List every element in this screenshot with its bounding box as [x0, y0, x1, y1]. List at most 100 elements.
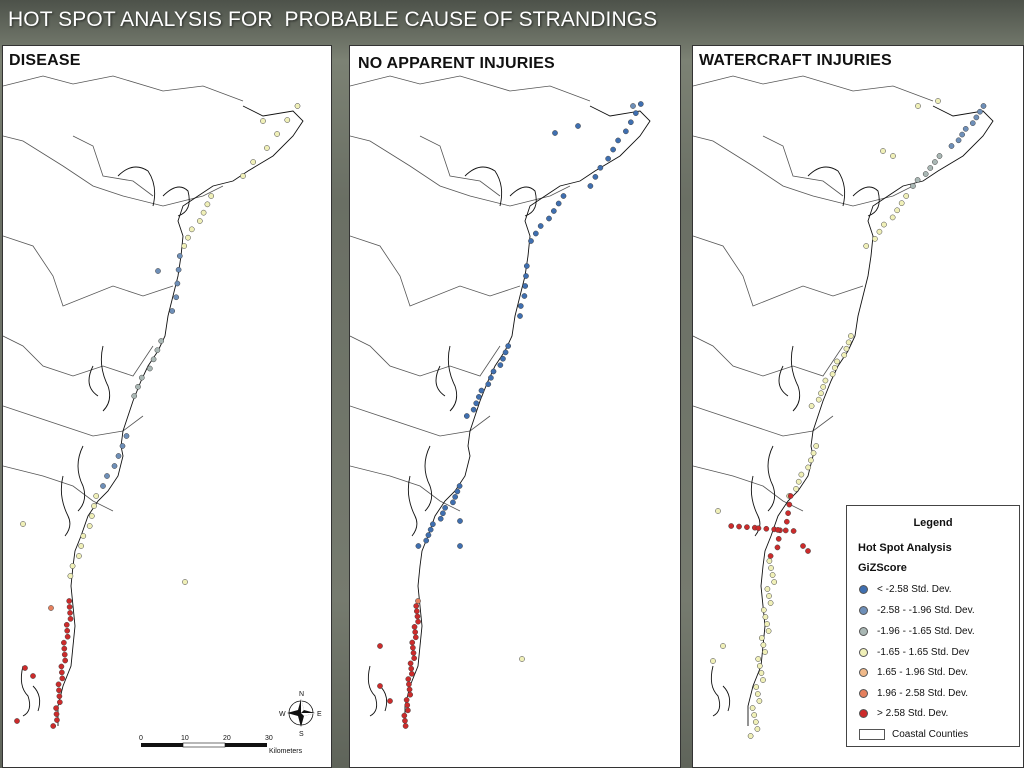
- stranding-point: [182, 579, 188, 585]
- stranding-point: [208, 193, 215, 199]
- stranding-point: [610, 146, 616, 153]
- stranding-point: [785, 510, 791, 516]
- stranding-point: [412, 634, 419, 641]
- stranding-point: [771, 579, 778, 585]
- coastline: [367, 105, 651, 726]
- legend-class-label: > 2.58 Std. Dev.: [877, 707, 949, 719]
- legend-class-row: > 2.58 Std. Dev.: [859, 706, 948, 720]
- stranding-point: [756, 663, 763, 669]
- stranding-point: [831, 364, 838, 371]
- stranding-point: [146, 365, 153, 372]
- stranding-point: [820, 384, 827, 390]
- stranding-point: [845, 339, 852, 346]
- stranding-point: [969, 120, 976, 126]
- legend-coastal-row: Coastal Counties: [859, 727, 968, 741]
- stranding-point: [402, 717, 408, 724]
- stranding-point: [980, 103, 987, 109]
- stranding-point: [414, 613, 421, 620]
- stranding-point: [410, 644, 416, 651]
- stranding-point: [58, 663, 65, 670]
- stranding-point: [815, 396, 822, 403]
- stranding-point: [764, 586, 771, 592]
- stranding-point: [962, 126, 969, 132]
- legend-class-label: < -2.58 Std. Dev.: [877, 583, 952, 595]
- stranding-point: [402, 723, 409, 729]
- stranding-point: [93, 493, 100, 499]
- stranding-point: [169, 308, 176, 314]
- stranding-point: [387, 698, 393, 704]
- stranding-point: [753, 684, 760, 690]
- stranding-point: [76, 553, 82, 559]
- compass-e: E: [317, 711, 322, 718]
- stranding-point: [411, 655, 417, 662]
- stranding-point: [744, 524, 750, 530]
- stranding-point: [123, 433, 130, 439]
- stranding-point: [880, 148, 886, 154]
- stranding-point: [250, 159, 257, 165]
- coastline-map: [693, 75, 994, 739]
- stranding-point: [764, 621, 770, 627]
- stranding-point: [91, 503, 97, 509]
- stranding-point: [810, 450, 817, 456]
- stranding-point: [575, 123, 581, 129]
- stranding-point: [710, 658, 716, 664]
- stranding-point: [715, 508, 721, 514]
- stranding-point: [522, 283, 529, 289]
- stranding-point: [104, 473, 110, 479]
- legend-dot-icon: [859, 626, 868, 636]
- stranding-point: [783, 518, 790, 525]
- compass-w: W: [279, 711, 286, 718]
- stranding-point: [154, 347, 161, 354]
- stranding-point: [808, 457, 814, 464]
- stranding-point: [834, 358, 840, 365]
- stranding-point: [758, 670, 765, 676]
- stranding-point: [264, 145, 270, 151]
- stranding-point: [813, 443, 820, 449]
- legend-dot-icon: [859, 667, 868, 677]
- stranding-point: [775, 527, 781, 533]
- stranding-point: [720, 643, 726, 649]
- stranding-point: [80, 533, 87, 539]
- stranding-point: [795, 478, 802, 485]
- stranding-point: [410, 650, 417, 656]
- stranding-point: [409, 670, 415, 677]
- stranding-point: [560, 193, 567, 199]
- stranding-point: [728, 523, 735, 529]
- stranding-point: [54, 717, 60, 723]
- stranding-point: [786, 501, 793, 508]
- stranding-point: [841, 352, 848, 358]
- stranding-point: [768, 565, 774, 571]
- stranding-point: [437, 515, 444, 522]
- stranding-point: [485, 381, 492, 388]
- stranding-point: [196, 218, 203, 224]
- map-panel-disease: N S E W 0 10 20 30 Kilometers DISEASE: [2, 45, 332, 768]
- county-boundaries: [3, 75, 244, 512]
- panel-title: WATERCRAFT INJURIES: [699, 52, 892, 69]
- stranding-point: [425, 532, 432, 538]
- stranding-point: [936, 153, 943, 159]
- stranding-point: [903, 193, 910, 199]
- stranding-point: [627, 119, 634, 126]
- stranding-point: [403, 697, 410, 703]
- legend-class-label: -2.58 - -1.96 Std. Dev.: [877, 604, 975, 616]
- stranding-point: [454, 488, 461, 495]
- stranding-point: [442, 504, 448, 511]
- stranding-point: [805, 464, 812, 471]
- legend: Legend Hot Spot Analysis GiZScore < -2.5…: [846, 505, 1020, 747]
- stranding-point: [135, 383, 141, 390]
- stranding-point: [528, 238, 534, 244]
- stranding-point: [760, 642, 767, 648]
- scale-unit: Kilometers: [269, 748, 303, 755]
- coastline-map: [350, 75, 651, 729]
- panel-title: DISEASE: [9, 52, 81, 69]
- stranding-point: [863, 243, 870, 249]
- legend-dot-icon: [859, 688, 868, 698]
- stranding-point: [476, 394, 482, 400]
- stranding-point: [881, 221, 887, 228]
- stranding-point: [188, 226, 195, 233]
- stranding-point: [760, 677, 766, 683]
- stranding-point: [14, 718, 20, 724]
- stranding-point: [78, 543, 84, 549]
- stranding-point: [615, 137, 621, 144]
- stranding-point: [440, 510, 446, 517]
